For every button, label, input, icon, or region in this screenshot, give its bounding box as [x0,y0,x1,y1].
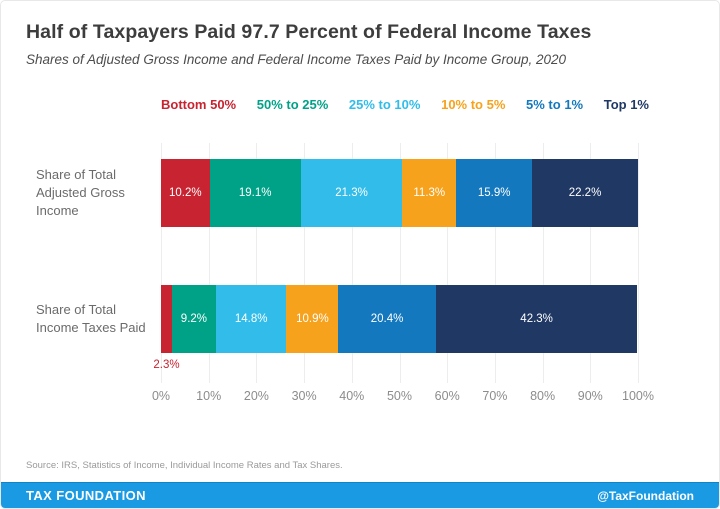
gridline [638,143,639,383]
bar-segment: 21.3% [300,159,403,227]
chart-title: Half of Taxpayers Paid 97.7 Percent of F… [26,21,592,43]
legend-item: 5% to 1% [526,97,584,112]
x-axis-tick: 60% [434,389,460,403]
bar-segment: 42.3% [435,285,638,353]
chart-subtitle: Shares of Adjusted Gross Income and Fede… [26,52,567,67]
gridline [399,143,401,383]
source-note: Source: IRS, Statistics of Income, Indiv… [26,460,343,471]
segment-value-label: 20.4% [370,313,404,325]
x-axis-tick: 0% [151,389,171,403]
bar-segment: 2.3% [153,285,180,371]
segment-value-label: 10.9% [296,313,329,325]
bar-segment: 22.2% [532,159,638,227]
bar-segment: 9.2% [171,285,216,353]
x-axis-tick: 90% [577,389,603,403]
gridline [351,143,353,383]
x-axis-tick: 80% [530,389,556,403]
bar-segment: 14.8% [215,285,287,353]
segment-value-label: 2.3% [153,359,180,371]
gridline [161,143,162,383]
bar-segment: 10.9% [286,285,339,353]
segment-value-label: 19.1% [238,187,272,199]
plot-area: 0% 10% 20% 30% 40% 50% 60% 70% 80% 90% 100% 10.2% 19… [152,143,654,403]
legend: Bottom 50% 50% to 25% 25% to 10% 10% to 5% 5… [161,97,649,112]
legend-item: Bottom 50% [161,97,237,112]
category-label: Share of Total Adjusted Gross Income [36,167,125,218]
x-axis-tick: 10% [196,389,222,403]
bar-segment: 10.2% [161,159,210,227]
legend-item: 50% to 25% [256,97,329,112]
segment-value-label: 14.8% [234,313,268,325]
gridline [542,143,544,383]
gridline [447,143,449,383]
x-axis-tick: 70% [482,389,508,403]
legend-item: 10% to 5% [441,97,506,112]
bar-segment: 20.4% [338,285,436,353]
gridline [590,143,592,383]
bar-segment: 15.9% [456,159,533,227]
segment-value-label: 22.2% [568,187,602,199]
bar-row: 2.3% 9.2% 14.8% 10.9% 20.4% 42.3% [153,285,638,371]
segment-value-label: 21.3% [335,187,368,199]
x-axis-tick: 40% [339,389,365,403]
legend-item: Top 1% [603,97,649,112]
x-axis-tick: 30% [291,389,317,403]
x-axis-tick: 20% [243,389,269,403]
category-label: Share of Total Income Taxes Paid [36,302,146,335]
gridline [494,143,496,383]
segment-value-label: 42.3% [520,313,553,325]
x-axis-tick: 50% [386,389,413,403]
footer-bar: TAX FOUNDATION @TaxFoundation [1,482,719,508]
bar-row: 10.2% 19.1% 21.3% 11.3% 15.9% 22.2% [161,159,638,227]
bar-segment: 11.3% [402,159,457,227]
gridline [256,143,258,383]
x-axis-tick: 100% [622,389,654,403]
segment-value-label: 10.2% [169,187,202,199]
brand-text: TAX FOUNDATION [26,488,146,503]
segment-value-label: 15.9% [477,187,511,199]
legend-item: 25% to 10% [348,97,421,112]
gridline [208,143,210,383]
bar-segment: 19.1% [209,159,301,227]
gridline [304,143,306,383]
segment-value-label: 9.2% [180,313,208,325]
segment-value-label: 11.3% [413,187,446,199]
twitter-handle[interactable]: @TaxFoundation [597,488,694,503]
